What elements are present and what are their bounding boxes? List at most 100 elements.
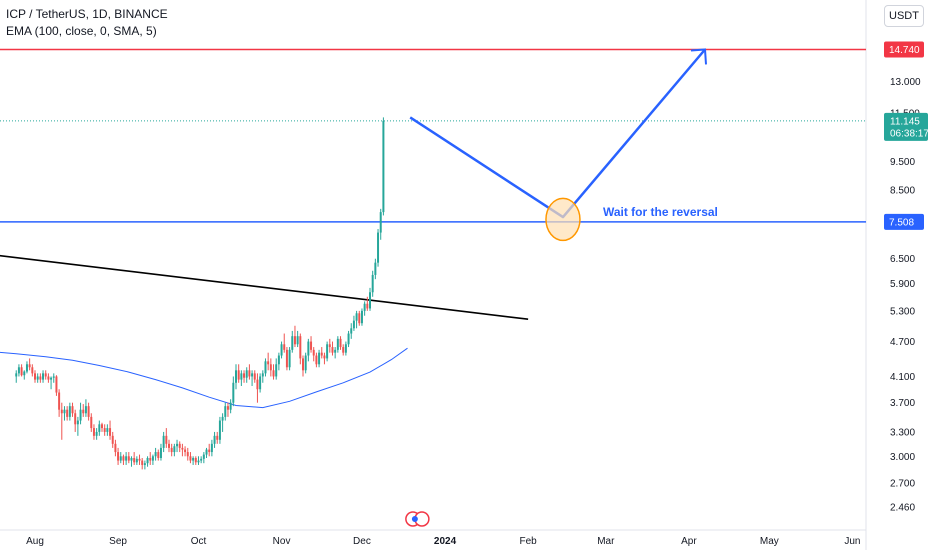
candle-body (98, 424, 101, 432)
candle-body (197, 460, 200, 463)
candle-body (154, 452, 157, 457)
candle-body (312, 349, 315, 356)
candle-body (79, 409, 82, 421)
candle-body (149, 457, 152, 461)
candle-body (119, 456, 122, 461)
y-tick-label: 4.700 (890, 337, 915, 348)
candle-body (350, 328, 353, 334)
candle-body (181, 447, 184, 450)
countdown-label: 06:38:17 (890, 128, 929, 139)
candle-body (310, 341, 313, 350)
candle-body (74, 413, 77, 425)
candle-body (17, 367, 20, 374)
candle-body (28, 364, 31, 368)
candle-body (347, 333, 350, 345)
candle-body (114, 443, 117, 453)
candle-body (323, 355, 326, 359)
candle-body (194, 457, 197, 463)
event-flag-dot (411, 516, 418, 522)
y-tick-label: 3.700 (890, 398, 915, 409)
candle-body (31, 367, 34, 374)
candle-body (39, 376, 42, 380)
candle-body (176, 443, 179, 447)
candle-body (374, 262, 377, 275)
candle-body (168, 443, 170, 448)
candle-body (339, 338, 342, 348)
candle-body (251, 373, 254, 377)
candle-body (235, 370, 237, 383)
y-tick-label: 13.000 (890, 77, 921, 88)
candle-body (200, 458, 203, 461)
candle-body (326, 344, 329, 359)
candle-body (293, 336, 296, 345)
candle-body (66, 409, 69, 417)
candle-body (280, 344, 283, 356)
candle-body (224, 406, 227, 417)
candle-body (133, 457, 136, 463)
candle-body (162, 435, 165, 448)
candle-body (205, 449, 208, 455)
candle-body (184, 449, 187, 453)
x-tick-label: Sep (109, 536, 127, 547)
y-tick-label: 4.100 (890, 372, 915, 383)
candle-body (382, 120, 385, 213)
candle-body (277, 355, 280, 365)
candle-body (58, 392, 61, 410)
candle-body (202, 454, 205, 459)
candle-body (358, 313, 361, 324)
candle-body (52, 376, 55, 378)
candle-body (87, 406, 90, 417)
candle-body (360, 310, 363, 324)
ema-indicator-label: EMA (100, close, 0, SMA, 5) (6, 24, 157, 38)
candle-body (377, 232, 380, 263)
last-price-label: 11.145 (890, 116, 920, 127)
candle-body (296, 336, 299, 345)
candle-body (307, 341, 310, 356)
candle-body (291, 336, 294, 350)
x-tick-label: Nov (273, 536, 291, 547)
candle-body (101, 424, 103, 429)
candle-body (143, 463, 146, 465)
support-price-label: 7.508 (889, 217, 914, 228)
projection-arrow (409, 48, 706, 219)
chart-title: ICP / TetherUS, 1D, BINANCE EMA (100, cl… (6, 6, 168, 40)
candle-body (285, 349, 288, 368)
candle-body (165, 435, 168, 444)
x-tick-label: May (760, 536, 779, 547)
support-price-tag (884, 213, 924, 230)
y-tick-label: 3.000 (890, 452, 915, 463)
candle-body (283, 344, 286, 350)
candle-body (76, 420, 79, 425)
candle-body (170, 447, 173, 453)
candle-body (192, 457, 195, 461)
candle-body (189, 456, 192, 461)
candle-body (304, 355, 307, 371)
candle-body (130, 457, 133, 461)
y-tick-label: 5.300 (890, 306, 915, 317)
trendline (0, 254, 529, 320)
candle-body (369, 292, 371, 309)
ema-line (0, 347, 408, 409)
candle-body (302, 358, 304, 371)
candle-body (275, 364, 278, 377)
candle-body (218, 420, 221, 440)
candle-body (267, 361, 270, 365)
y-tick-label: 6.500 (890, 254, 915, 265)
candle-body (106, 428, 109, 432)
candle-body (151, 456, 154, 461)
candle-body (42, 373, 45, 380)
candle-body (44, 373, 47, 377)
candle-body (55, 376, 58, 393)
currency-button[interactable]: USDT (884, 5, 924, 27)
candle-body (334, 349, 337, 353)
y-tick-label: 2.460 (890, 503, 915, 514)
candle-body (315, 355, 318, 365)
y-tick-label: 9.500 (890, 157, 915, 168)
candle-body (82, 409, 85, 414)
candle-body (261, 373, 264, 377)
candle-body (90, 416, 93, 429)
candle-body (159, 447, 162, 458)
symbol-title: ICP / TetherUS, 1D, BINANCE (6, 7, 168, 21)
x-tick-label: Mar (597, 536, 615, 547)
